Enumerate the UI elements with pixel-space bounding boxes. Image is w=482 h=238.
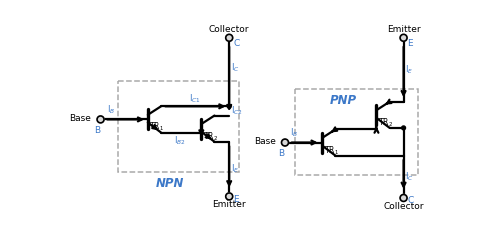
Text: Emitter: Emitter bbox=[387, 25, 420, 34]
Text: TR$_2$: TR$_2$ bbox=[378, 116, 393, 129]
Text: Base: Base bbox=[69, 114, 91, 123]
Text: I$_B$: I$_B$ bbox=[290, 127, 298, 139]
Text: C: C bbox=[407, 196, 414, 205]
Text: TR$_2$: TR$_2$ bbox=[203, 130, 218, 143]
Text: E: E bbox=[233, 195, 239, 204]
Text: TR$_1$: TR$_1$ bbox=[149, 121, 164, 134]
Circle shape bbox=[97, 116, 104, 123]
Text: I$_{C2}$: I$_{C2}$ bbox=[231, 105, 242, 117]
Text: NPN: NPN bbox=[156, 177, 185, 190]
Text: Base: Base bbox=[254, 137, 276, 146]
Circle shape bbox=[400, 194, 407, 201]
Circle shape bbox=[227, 104, 231, 108]
Circle shape bbox=[400, 34, 407, 41]
Circle shape bbox=[402, 126, 405, 130]
Text: I$_E$: I$_E$ bbox=[405, 63, 414, 76]
Text: I$_C$: I$_C$ bbox=[231, 62, 240, 74]
Text: PNP: PNP bbox=[330, 94, 357, 107]
Text: C: C bbox=[233, 39, 240, 48]
Text: I$_E$: I$_E$ bbox=[231, 163, 239, 175]
Text: I$_{C1}$: I$_{C1}$ bbox=[189, 92, 201, 105]
Text: B: B bbox=[94, 126, 100, 134]
Circle shape bbox=[226, 34, 233, 41]
Text: I$_B$: I$_B$ bbox=[107, 104, 115, 116]
Text: Collector: Collector bbox=[383, 202, 424, 211]
Circle shape bbox=[226, 193, 233, 200]
Text: B: B bbox=[278, 149, 284, 158]
Text: E: E bbox=[407, 39, 413, 48]
Text: I$_C$: I$_C$ bbox=[405, 170, 414, 183]
Text: I$_{B2}$: I$_{B2}$ bbox=[174, 134, 186, 147]
Text: Collector: Collector bbox=[209, 25, 250, 34]
Circle shape bbox=[281, 139, 289, 146]
Text: Emitter: Emitter bbox=[213, 200, 246, 209]
Text: TR$_1$: TR$_1$ bbox=[324, 144, 339, 157]
